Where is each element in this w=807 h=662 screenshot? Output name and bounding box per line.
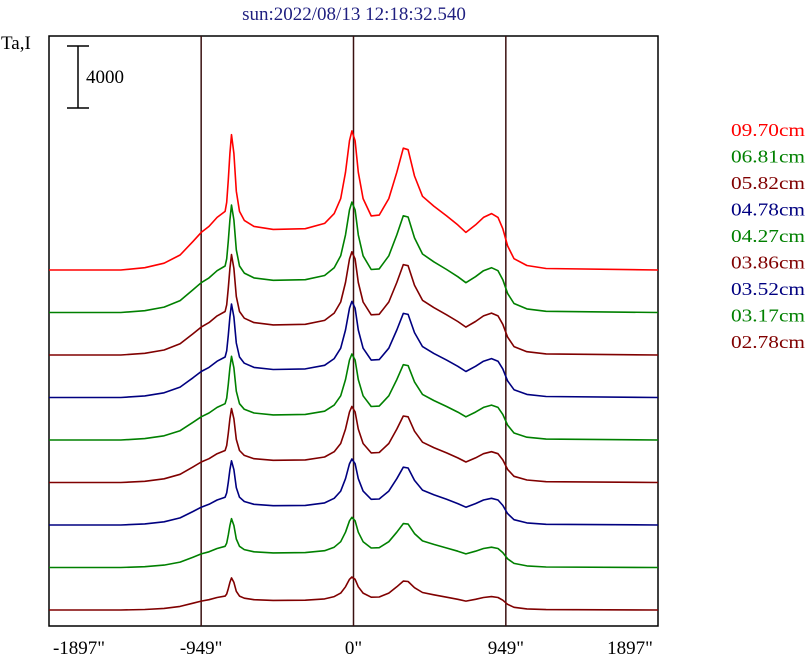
x-tick-labels: -1897" -949" 0" 949" 1897" — [53, 638, 653, 659]
legend-entry-06.81cm: 06.81cm — [731, 147, 805, 167]
scale-bar-label: 4000 — [86, 67, 124, 88]
legend-entry-05.82cm: 05.82cm — [731, 173, 805, 193]
legend-entry-03.86cm: 03.86cm — [731, 253, 805, 273]
legend-entry-02.78cm: 02.78cm — [731, 332, 805, 352]
legend-entry-04.78cm: 04.78cm — [731, 200, 805, 220]
series-line-06.81cm — [49, 201, 659, 314]
legend: 09.70cm 06.81cm 05.82cm 04.78cm 04.27cm 03.86… — [731, 120, 805, 352]
legend-entry-04.27cm: 04.27cm — [731, 226, 805, 246]
series-line-02.78cm — [49, 576, 659, 611]
series-line-05.82cm — [49, 251, 659, 356]
vertical-reference-lines — [200, 36, 507, 626]
series-line-09.70cm — [49, 130, 659, 271]
y-axis-label: Ta,I — [1, 33, 31, 54]
series-line-03.52cm — [49, 458, 659, 526]
x-tick-label-3: 949" — [488, 638, 524, 659]
scale-bar: 4000 — [67, 45, 124, 109]
series-group — [49, 130, 659, 611]
series-line-04.78cm — [49, 300, 659, 399]
chart-title: sun:2022/08/13 12:18:32.540 — [242, 4, 466, 25]
series-line-03.86cm — [49, 405, 659, 484]
x-tick-label-0: -1897" — [53, 638, 105, 659]
x-tick-label-1: -949" — [180, 638, 223, 659]
legend-entry-03.17cm: 03.17cm — [731, 306, 805, 326]
legend-entry-09.70cm: 09.70cm — [731, 120, 805, 140]
series-line-03.17cm — [49, 516, 659, 569]
series-line-04.27cm — [49, 353, 659, 441]
x-tick-label-4: 1897" — [607, 638, 653, 659]
legend-entry-03.52cm: 03.52cm — [731, 279, 805, 299]
x-tick-label-2: 0" — [345, 638, 362, 659]
